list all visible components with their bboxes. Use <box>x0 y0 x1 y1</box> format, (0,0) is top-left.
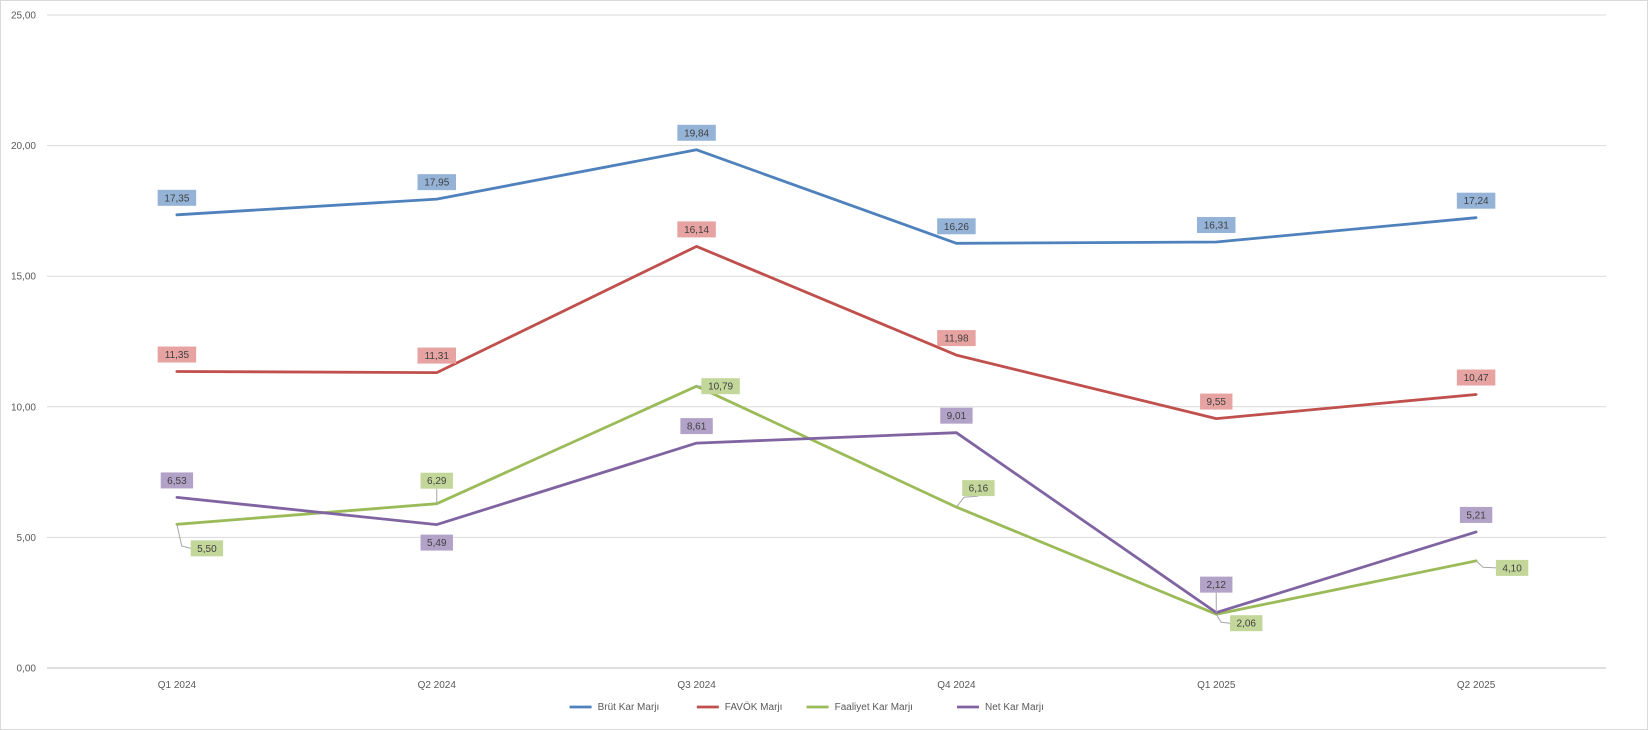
legend: Brüt Kar Marjı FAVÖK Marjı Faaliyet Kar Ma… <box>569 701 1044 713</box>
data-label-box <box>1230 615 1263 632</box>
data-label: 16,31 <box>1204 220 1229 231</box>
data-label-box <box>190 540 224 557</box>
data-label: 16,26 <box>944 222 969 233</box>
y-tick-label: 0,00 <box>17 664 37 675</box>
x-axis: Q1 2024 Q2 2024 Q3 2024 Q4 2024 Q1 2025 Q2 20… <box>158 680 1496 691</box>
data-label-box <box>420 472 453 489</box>
x-tick-label: Q1 2024 <box>158 680 197 691</box>
data-label: 6,16 <box>969 484 989 495</box>
x-tick-label: Q3 2024 <box>677 680 716 691</box>
data-label: 11,31 <box>425 351 450 362</box>
data-label-box <box>1456 192 1496 209</box>
label-leader-line <box>1475 560 1496 569</box>
series-line <box>175 244 1478 421</box>
y-axis: 0,00 5,00 10,00 15,00 20,00 25,00 <box>11 11 36 675</box>
series-lines <box>175 148 1478 616</box>
x-tick-label: Q1 2025 <box>1197 680 1236 691</box>
y-tick-label: 15,00 <box>11 272 36 283</box>
label-leader-line <box>956 495 979 508</box>
x-tick-label: Q2 2024 <box>418 680 457 691</box>
data-label: 11,35 <box>165 350 190 361</box>
legend-label: Net Kar Marjı <box>985 702 1044 713</box>
data-label-box <box>937 330 976 347</box>
data-label: 5,50 <box>197 544 217 555</box>
data-label: 10,79 <box>708 382 733 393</box>
data-label: 6,53 <box>167 476 187 487</box>
data-label-box <box>157 346 197 363</box>
data-label-box <box>677 124 716 141</box>
y-tick-label: 25,00 <box>11 11 36 22</box>
data-label: 5,49 <box>427 538 447 549</box>
data-labels: 17,35 17,95 19,84 16,26 16,31 17,24 11,35 11,31… <box>157 124 1529 632</box>
data-label: 16,14 <box>684 225 709 236</box>
data-label: 2,12 <box>1207 580 1227 591</box>
series-line <box>175 384 1478 616</box>
data-label-box <box>1200 576 1233 593</box>
series-line <box>175 148 1478 245</box>
y-tick-label: 5,00 <box>17 533 37 544</box>
series-line <box>175 431 1478 614</box>
data-label-box <box>1200 393 1233 410</box>
data-label: 17,35 <box>164 193 189 204</box>
data-label-box <box>417 174 456 191</box>
data-label-box <box>160 472 194 489</box>
legend-label: FAVÖK Marjı <box>725 701 783 713</box>
data-label-box <box>1495 559 1529 576</box>
data-label-box <box>937 218 976 235</box>
data-label: 11,98 <box>944 334 969 345</box>
data-label-box <box>157 189 197 206</box>
data-label: 10,47 <box>1464 373 1489 384</box>
legend-label: Brüt Kar Marjı <box>598 702 660 713</box>
data-label-box <box>417 347 456 364</box>
data-label-box <box>1459 506 1493 523</box>
data-label: 17,95 <box>424 178 449 189</box>
data-label-box <box>677 221 716 238</box>
data-label: 19,84 <box>684 128 709 139</box>
data-label-box <box>701 378 740 395</box>
data-label: 2,06 <box>1237 619 1257 630</box>
x-tick-label: Q2 2025 <box>1457 680 1496 691</box>
y-tick-label: 20,00 <box>11 141 36 152</box>
y-tick-label: 10,00 <box>11 402 36 413</box>
data-label-box <box>1456 369 1496 386</box>
legend-label: Faaliyet Kar Marjı <box>835 702 913 713</box>
label-leader-line <box>176 524 191 549</box>
data-label-box <box>680 418 713 435</box>
data-label-box <box>1197 216 1236 233</box>
data-label: 4,10 <box>1502 563 1522 574</box>
data-label: 5,21 <box>1466 510 1486 521</box>
data-label-box <box>962 480 995 497</box>
data-label-box <box>420 534 453 551</box>
data-label: 6,29 <box>427 476 447 487</box>
data-label: 9,01 <box>947 411 967 422</box>
data-label: 17,24 <box>1464 196 1489 207</box>
label-leader-line <box>1215 613 1231 624</box>
data-label: 9,55 <box>1207 397 1227 408</box>
x-tick-label: Q4 2024 <box>937 680 976 691</box>
data-label: 8,61 <box>687 422 707 433</box>
data-label-box <box>940 407 973 424</box>
gridlines <box>47 14 1606 669</box>
